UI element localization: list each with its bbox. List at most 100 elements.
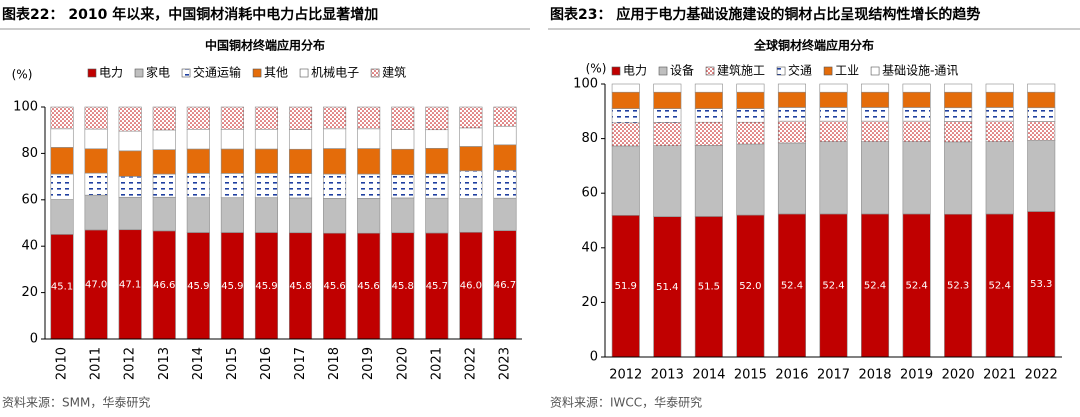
bar-segment [902,141,931,215]
x-tick-label: 2018 [858,368,891,383]
bar-segment [611,145,640,216]
x-tick-label: 2012 [609,368,642,383]
legend-swatch [134,68,144,78]
legend-label: 基础设施-通讯 [882,64,958,78]
bar-segment [694,83,723,93]
y-tick-label: 40 [21,239,38,254]
bar-segment [425,197,449,234]
bar-segment [611,215,640,358]
legend-label: 机械电子 [311,65,359,80]
bar-segment [288,148,313,174]
bar-segment [391,148,415,176]
bar-segment [84,194,108,231]
bar-segment [1027,211,1056,358]
x-tick-label: 2015 [225,347,240,380]
bar-segment [777,91,806,108]
bar-segment [357,128,381,149]
bar-segment [50,106,74,130]
x-tick-label: 2012 [123,347,138,380]
bar-segment [459,146,483,172]
bar-segment [254,148,279,174]
x-tick-label: 2021 [983,368,1016,383]
bar-segment [653,122,682,146]
bar-segment [819,120,848,142]
bar-segment [186,106,210,130]
x-tick-label: 2022 [463,347,478,380]
bar-segment [944,141,973,215]
bar-segment [902,91,931,108]
bar-segment [694,108,723,123]
x-tick-label: 2016 [259,347,274,380]
y-tick-label: 80 [581,131,598,146]
bar-segment [1027,107,1056,122]
bar-segment [425,106,449,131]
source-note: 资料来源：SMM，华泰研究 [2,395,150,410]
data-label: 46.6 [153,280,175,291]
y-tick-label: 80 [21,146,38,161]
bar-segment [357,106,381,130]
legend-swatch [658,66,668,76]
bar-segment [152,149,176,175]
bar-segment [391,197,415,234]
data-label: 45.1 [51,282,73,293]
x-tick-label: 2014 [191,347,206,380]
bar-segment [152,173,176,198]
bar-segment [220,106,244,130]
data-label: 46.7 [494,280,516,291]
x-tick-label: 2019 [900,368,933,383]
bar-segment [985,141,1014,215]
y-tick-label: 20 [21,285,38,300]
x-tick-label: 2016 [775,368,808,383]
bar-segment [493,197,517,231]
data-label: 45.7 [426,281,448,292]
legend-swatch [252,68,262,78]
bar-segment [777,142,806,215]
bar-segment [653,216,682,358]
legend-swatch [87,68,97,78]
legend-swatch [299,68,309,78]
bar-segment [323,173,347,199]
y-axis-label: (%) [586,62,607,76]
bar-segment [323,128,347,149]
bar-segment [118,130,142,152]
y-tick-label: 20 [581,295,598,310]
legend-swatch [823,66,833,76]
bar-segment [425,173,449,199]
data-label: 52.4 [781,280,803,291]
bar-segment [1027,83,1056,93]
bar-segment [694,121,723,146]
bar-segment [611,108,640,124]
bar-segment [357,198,381,234]
bar-segment [84,172,108,196]
bar-segment [861,141,890,215]
bar-segment [1027,140,1056,212]
data-label: 45.9 [187,281,209,292]
data-label: 45.6 [358,281,380,292]
data-label: 45.8 [289,281,311,292]
legend-label: 其他 [264,66,288,80]
bar-segment [425,147,449,175]
bar-segment [323,198,347,234]
legend-swatch [776,66,786,76]
data-label: 45.9 [221,281,243,292]
bar-segment [985,120,1014,142]
bar-segment [288,173,313,199]
x-tick-label: 2021 [429,347,444,380]
legend-swatch [370,68,380,78]
bar-segment [152,196,176,232]
bar-segment [493,125,517,146]
x-tick-label: 2013 [651,368,684,383]
bar-segment [777,107,806,122]
bar-segment [459,127,483,147]
bar-segment [391,129,415,150]
x-tick-label: 2017 [817,368,850,383]
bar-segment [653,108,682,123]
bar-segment [653,83,682,93]
bar-segment [902,107,931,122]
legend-swatch [181,68,191,78]
bar-segment [861,213,890,358]
data-label: 51.5 [698,282,720,293]
data-label: 47.1 [119,279,141,290]
legend-swatch [705,66,715,76]
